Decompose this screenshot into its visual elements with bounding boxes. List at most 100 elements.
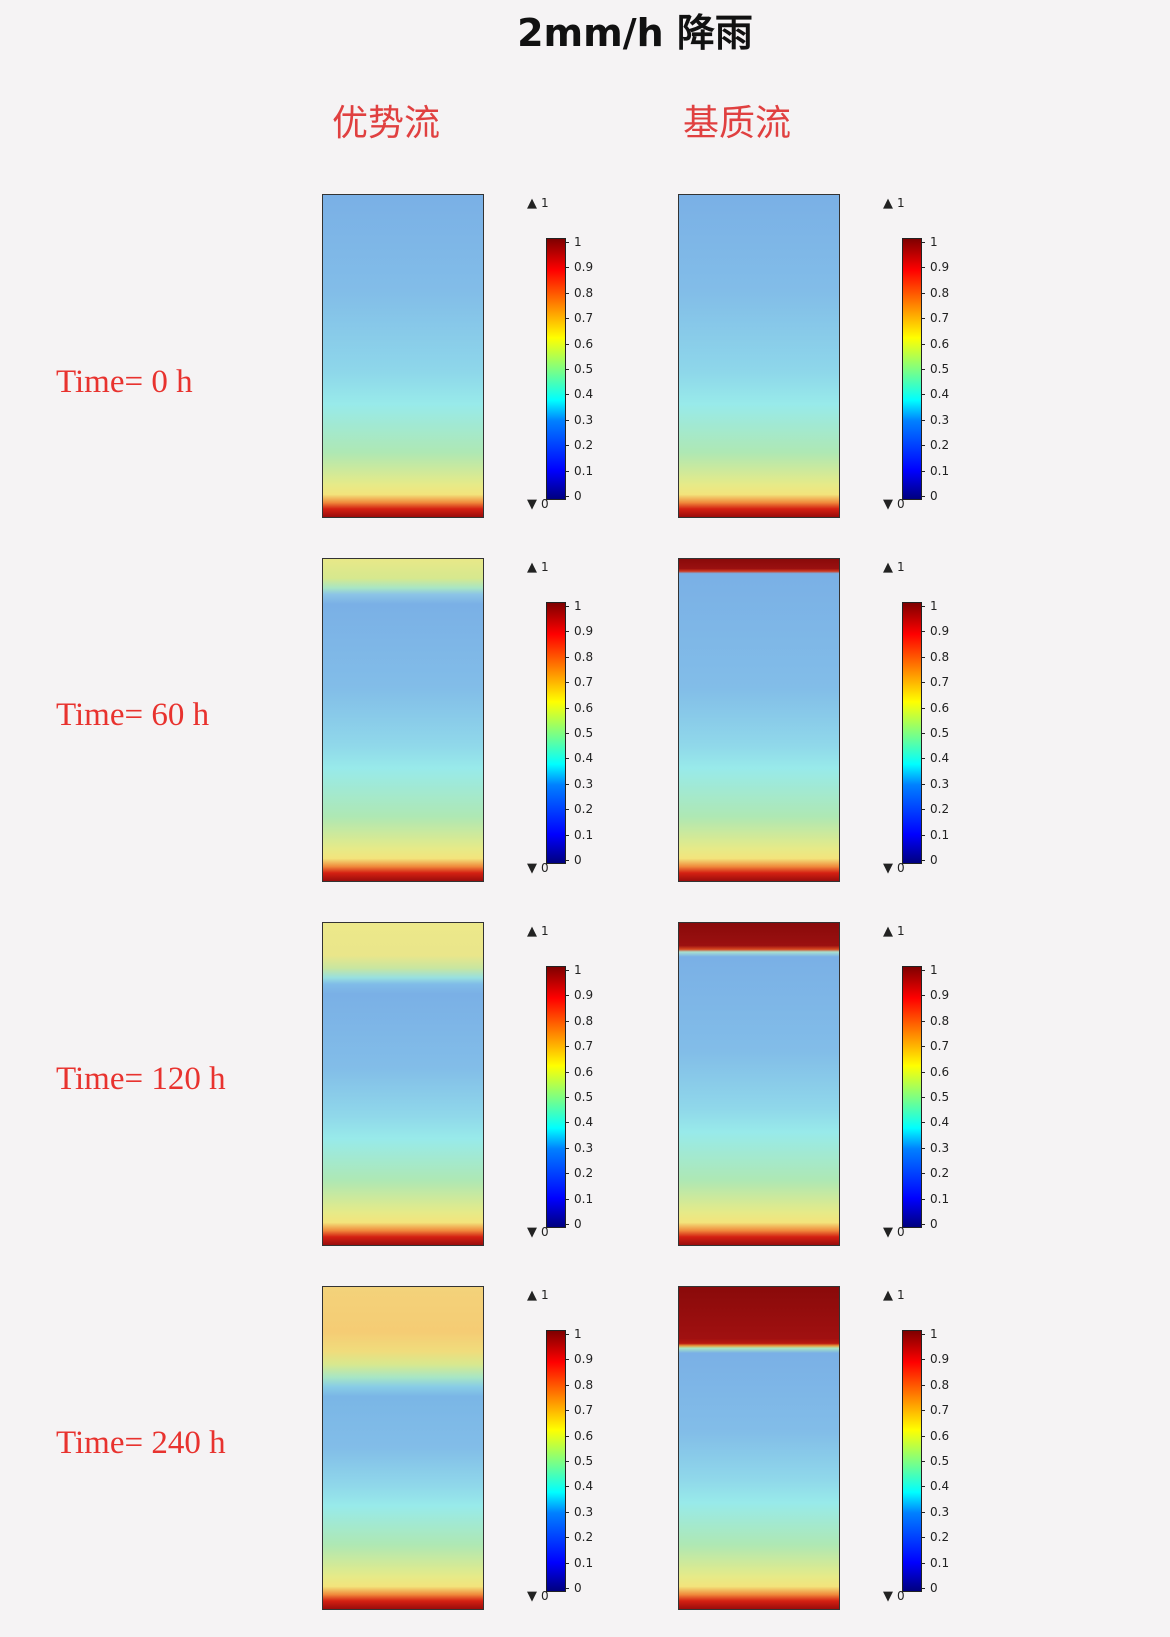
colorbar-tick-label: 0.4 (930, 1115, 950, 1130)
colorbar-tick (921, 1537, 925, 1539)
colorbar-tick (565, 1435, 569, 1437)
colorbar-tick (565, 733, 569, 734)
colorbar-tick (565, 834, 569, 836)
colorbar-tick (921, 1046, 925, 1048)
colorbar-tick-label: 0.1 (574, 1191, 594, 1206)
colorbar-tick (565, 1046, 569, 1048)
colorbar-tick-label: 0.4 (930, 387, 950, 402)
colorbar-tick-label: 0.9 (574, 988, 594, 1003)
triangle-down-icon: ▼ (527, 1225, 537, 1240)
colorbar-tick-label: 0.8 (930, 285, 950, 300)
colorbar-tick (565, 1486, 569, 1488)
colorbar-tick (565, 682, 569, 684)
colorbar-tick-label: 0.9 (930, 988, 950, 1003)
colorbar-tick-label: 0.3 (930, 1140, 950, 1155)
colorbar-tick-label: 0.6 (930, 700, 950, 715)
colorbar-tick-label: 0.4 (930, 751, 950, 766)
colorbar-tick-label: 1 (930, 963, 938, 977)
colorbar-tick (565, 1020, 569, 1022)
colorbar-matrix-240h: ▲ 1 1 0.9 0.8 0.7 0.6 0.5 0.4 0.3 0.2 0.1 0 ▼ 0 (883, 1288, 993, 1604)
legend-min-marker: ▼ 0 (883, 861, 905, 876)
colorbar-tick (921, 242, 925, 243)
legend-min-value: 0 (897, 1225, 905, 1239)
colorbar-tick-label: 0 (930, 853, 938, 867)
colorbar-tick-label: 0 (930, 1581, 938, 1595)
triangle-up-icon: ▲ (527, 924, 537, 939)
colorbar-tick-label: 0.8 (574, 1013, 594, 1028)
colorbar-tick (565, 394, 569, 396)
legend-min-marker: ▼ 0 (883, 1589, 905, 1604)
colorbar-tick (921, 1359, 925, 1361)
colorbar-tick (565, 242, 569, 243)
triangle-down-icon: ▼ (527, 1589, 537, 1604)
colorbar-tick (921, 1410, 925, 1412)
triangle-up-icon: ▲ (527, 560, 537, 575)
colorbar-tick-label: 0.1 (930, 827, 950, 842)
row-label-240h: Time= 240 h (56, 1425, 226, 1461)
colorbar-tick-label: 0.9 (574, 1352, 594, 1367)
legend-min-value: 0 (541, 497, 549, 511)
colorbar-tick-label: 1 (574, 235, 582, 249)
panel-preferential-60h (322, 558, 484, 882)
colorbar-tick (565, 419, 569, 421)
colorbar-tick (565, 1384, 569, 1386)
colorbar-tick-label: 0.2 (930, 1166, 950, 1181)
colorbar-tick (921, 1071, 925, 1073)
colorbar-gradient (902, 966, 922, 1228)
colorbar-tick-label: 0.6 (574, 1428, 594, 1443)
colorbar-tick (565, 1410, 569, 1412)
colorbar-tick-label: 0.7 (930, 1039, 950, 1054)
colorbar-tick (921, 419, 925, 421)
colorbar-tick (921, 1588, 925, 1589)
legend-max-marker: ▲ 1 (883, 924, 905, 939)
colorbar-tick (565, 1537, 569, 1539)
colorbar-tick (921, 1334, 925, 1335)
colorbar-tick (921, 1122, 925, 1124)
colorbar-tick (921, 394, 925, 396)
colorbar-tick-label: 0.1 (930, 463, 950, 478)
legend-min-value: 0 (897, 1589, 905, 1603)
colorbar-tick-label: 0.2 (574, 438, 594, 453)
colorbar-tick-label: 0.5 (930, 1090, 950, 1104)
colorbar-tick-label: 0.4 (574, 387, 594, 402)
colorbar-gradient (902, 602, 922, 864)
colorbar-tick-label: 1 (574, 599, 582, 613)
colorbar-tick (565, 445, 569, 447)
colorbar-tick-label: 0.9 (930, 624, 950, 639)
legend-max-value: 1 (541, 1288, 549, 1302)
colorbar-tick (565, 369, 569, 370)
colorbar-tick-label: 0.5 (930, 1454, 950, 1468)
triangle-up-icon: ▲ (527, 196, 537, 211)
legend-max-marker: ▲ 1 (527, 924, 549, 939)
panel-preferential-0h (322, 194, 484, 518)
colorbar-tick-label: 0.4 (930, 1479, 950, 1494)
colorbar-tick-label: 0.5 (574, 726, 594, 740)
triangle-up-icon: ▲ (883, 1288, 893, 1303)
panel-matrix-240h (678, 1286, 840, 1610)
colorbar-tick (921, 1224, 925, 1225)
colorbar-gradient (546, 1330, 566, 1592)
triangle-down-icon: ▼ (883, 1225, 893, 1240)
legend-min-value: 0 (897, 497, 905, 511)
colorbar-tick (565, 1511, 569, 1513)
panel-matrix-120h (678, 922, 840, 1246)
colorbar-tick-label: 0.1 (574, 463, 594, 478)
colorbar-tick-label: 0.8 (574, 1377, 594, 1392)
colorbar-tick-label: 0.9 (930, 1352, 950, 1367)
colorbar-matrix-120h: ▲ 1 1 0.9 0.8 0.7 0.6 0.5 0.4 0.3 0.2 0.1 0 ▼ 0 (883, 924, 993, 1240)
colorbar-preferential-60h: ▲ 1 1 0.9 0.8 0.7 0.6 0.5 0.4 0.3 0.2 0.1 0 ▼ 0 (527, 560, 637, 876)
colorbar-tick (921, 682, 925, 684)
colorbar-tick-label: 0.2 (930, 1530, 950, 1545)
colorbar-tick (921, 1486, 925, 1488)
colorbar-tick (921, 267, 925, 269)
colorbar-tick (921, 606, 925, 607)
legend-max-marker: ▲ 1 (527, 1288, 549, 1303)
triangle-down-icon: ▼ (527, 861, 537, 876)
colorbar-tick (565, 1359, 569, 1361)
legend-min-marker: ▼ 0 (527, 1589, 549, 1604)
colorbar-tick (565, 970, 569, 971)
colorbar-gradient (546, 966, 566, 1228)
colorbar-tick (921, 783, 925, 785)
colorbar-tick (565, 470, 569, 472)
legend-min-marker: ▼ 0 (527, 497, 549, 512)
